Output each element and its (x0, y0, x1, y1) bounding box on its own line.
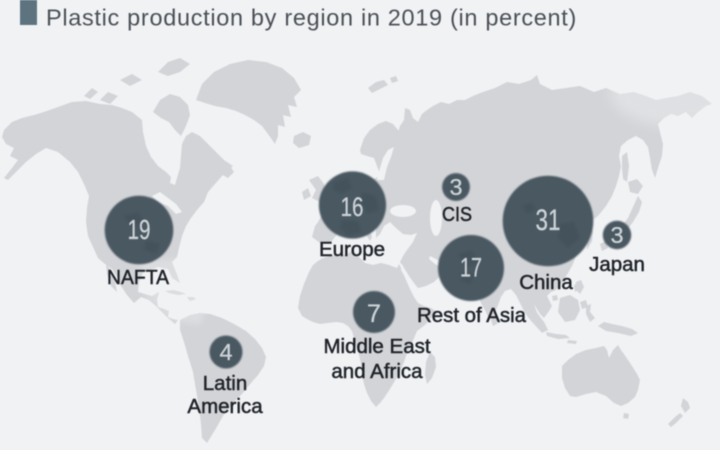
svg-text:and Africa: and Africa (331, 360, 423, 383)
svg-text:7: 7 (367, 300, 381, 328)
svg-text:China: China (519, 271, 573, 294)
svg-text:Europe: Europe (319, 238, 385, 261)
svg-text:Rest of Asia: Rest of Asia (417, 304, 527, 327)
svg-text:Latin: Latin (203, 372, 247, 395)
svg-text:16: 16 (341, 192, 364, 222)
svg-text:NAFTA: NAFTA (107, 266, 169, 289)
svg-text:America: America (187, 395, 263, 418)
svg-text:Plastic production by region i: Plastic production by region in 2019 (in… (46, 5, 577, 31)
svg-text:3: 3 (610, 222, 623, 248)
svg-text:3: 3 (449, 174, 462, 200)
svg-text:Middle East: Middle East (323, 335, 430, 358)
svg-text:19: 19 (128, 214, 151, 245)
svg-text:31: 31 (536, 204, 561, 237)
svg-text:17: 17 (460, 253, 482, 283)
svg-text:CIS: CIS (442, 203, 472, 226)
svg-text:Japan: Japan (589, 253, 645, 276)
svg-text:4: 4 (219, 339, 232, 365)
